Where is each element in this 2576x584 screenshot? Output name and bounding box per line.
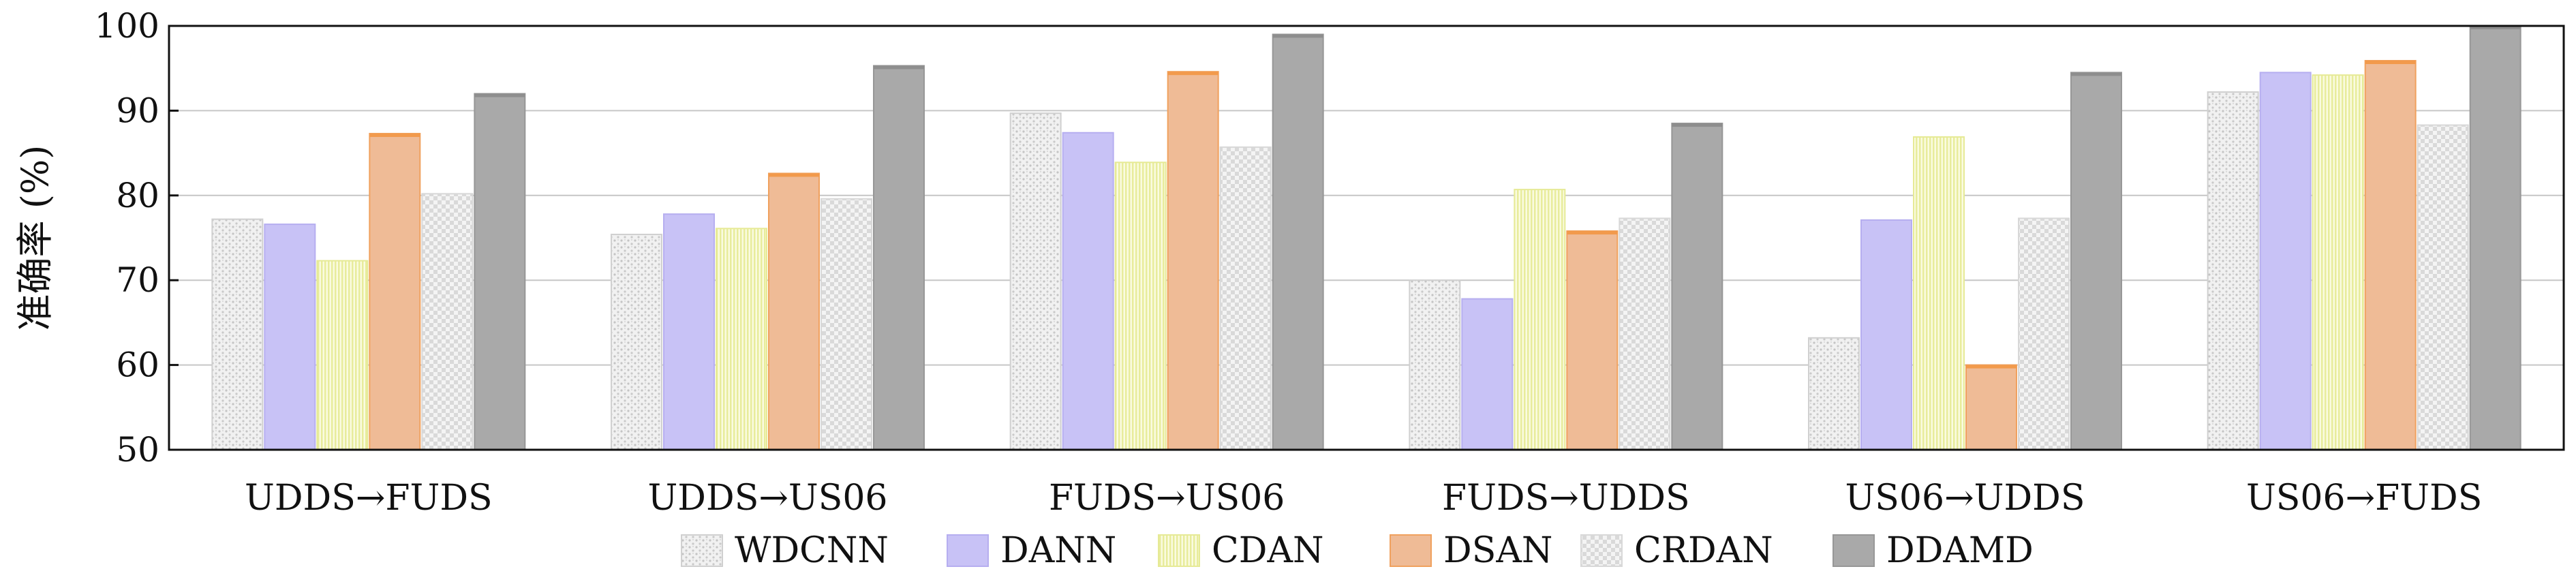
- bar-wdcnn-4: [1808, 337, 1860, 450]
- bar-cap-dsan-5: [2365, 61, 2416, 65]
- y-tick-labels: 50 60 70 80 90 100: [95, 6, 179, 470]
- bar-cap-ddamd-1: [874, 65, 924, 70]
- bar-dsan-5: [2364, 60, 2417, 450]
- bar-dsan-4: [1965, 364, 2017, 450]
- bar-crdan-4: [2018, 217, 2070, 450]
- legend-swatch-ddamd: [1833, 534, 1875, 567]
- bar-ddamd-5: [2469, 25, 2521, 450]
- bar-crdan-1: [821, 198, 872, 450]
- plot-frame: [168, 25, 2565, 451]
- bar-dann-1: [663, 213, 715, 450]
- bar-wdcnn-5: [2207, 91, 2259, 451]
- bar-dann-4: [1860, 219, 1912, 450]
- x-category-labels: UDDS→FUDS UDDS→US06 FUDS→US06 FUDS→UDDS US06…: [245, 478, 2482, 519]
- bar-ddamd-1: [873, 65, 925, 450]
- y-tick-label: 50: [116, 430, 159, 470]
- bar-cap-dsan-0: [369, 133, 420, 137]
- bar-cap-ddamd-0: [474, 93, 525, 97]
- bar-ddamd-4: [2070, 72, 2122, 451]
- bar-cap-ddamd-2: [1272, 34, 1323, 38]
- bar-ddamd-0: [474, 93, 526, 450]
- legend-label-crdan: CRDAN: [1634, 530, 1773, 571]
- x-category-label: UDDS→US06: [647, 478, 887, 519]
- x-category-label: US06→FUDS: [2246, 478, 2482, 519]
- bar-cap-dsan-2: [1167, 72, 1218, 76]
- bars: [211, 25, 2521, 451]
- x-category-label: US06→UDDS: [1845, 478, 2085, 519]
- bar-wdcnn-3: [1409, 279, 1461, 451]
- bar-dsan-1: [768, 172, 820, 450]
- bar-cap-ddamd-5: [2470, 26, 2521, 29]
- bar-wdcnn-0: [211, 218, 264, 450]
- bar-dsan-0: [369, 132, 421, 450]
- legend-swatch-wdcnn: [681, 534, 723, 567]
- legend-swatch-crdan: [1580, 534, 1623, 567]
- legend-label-cdan: CDAN: [1212, 530, 1324, 571]
- y-axis-label: 准确率 (%): [14, 145, 57, 331]
- bar-cap-dsan-4: [1966, 365, 2017, 369]
- bar-crdan-5: [2417, 124, 2469, 450]
- bar-cdan-1: [716, 228, 767, 450]
- bar-wdcnn-1: [611, 234, 662, 450]
- y-tick-label: 80: [116, 176, 159, 215]
- bar-ddamd-2: [1272, 33, 1324, 450]
- bar-cdan-0: [316, 260, 369, 450]
- x-category-label: FUDS→US06: [1049, 478, 1285, 519]
- y-tick-label: 60: [116, 345, 159, 385]
- legend-swatch-dann: [947, 534, 989, 567]
- y-tick-label: 90: [116, 91, 159, 130]
- bar-cap-ddamd-4: [2071, 72, 2121, 76]
- legend-swatch-cdan: [1158, 534, 1200, 567]
- y-tick-label: 100: [95, 6, 159, 46]
- legend-swatch-dsan: [1390, 534, 1432, 567]
- legend-label-dsan: DSAN: [1443, 530, 1552, 571]
- bar-cap-dsan-1: [769, 173, 819, 177]
- bar-cdan-5: [2312, 74, 2364, 451]
- bar-dann-3: [1461, 298, 1514, 450]
- x-category-label: UDDS→FUDS: [245, 478, 493, 519]
- bar-cap-dsan-3: [1567, 231, 1618, 235]
- legend-label-wdcnn: WDCNN: [735, 530, 889, 571]
- bar-wdcnn-2: [1009, 112, 1062, 451]
- bar-dann-5: [2259, 72, 2312, 451]
- legend-label-dann: DANN: [1000, 530, 1116, 571]
- legend-label-ddamd: DDAMD: [1886, 530, 2034, 571]
- y-tick-label: 70: [116, 260, 159, 300]
- bar-cdan-2: [1114, 162, 1167, 450]
- legend: WDCNN DANN CDAN DSAN CRDAN DDAMD: [681, 530, 2034, 571]
- bar-dsan-2: [1167, 71, 1219, 450]
- bar-cdan-4: [1913, 136, 1965, 451]
- grid-lines: [169, 110, 2564, 366]
- bar-crdan-2: [1219, 146, 1272, 450]
- bar-crdan-3: [1619, 217, 1671, 450]
- bar-dann-0: [264, 224, 316, 450]
- bar-crdan-0: [421, 193, 474, 450]
- bar-cap-ddamd-3: [1672, 123, 1723, 127]
- bar-cdan-3: [1514, 189, 1566, 450]
- bar-ddamd-3: [1671, 123, 1723, 450]
- bar-dann-2: [1062, 132, 1114, 451]
- x-category-label: FUDS→UDDS: [1442, 478, 1690, 519]
- bar-dsan-3: [1566, 230, 1619, 450]
